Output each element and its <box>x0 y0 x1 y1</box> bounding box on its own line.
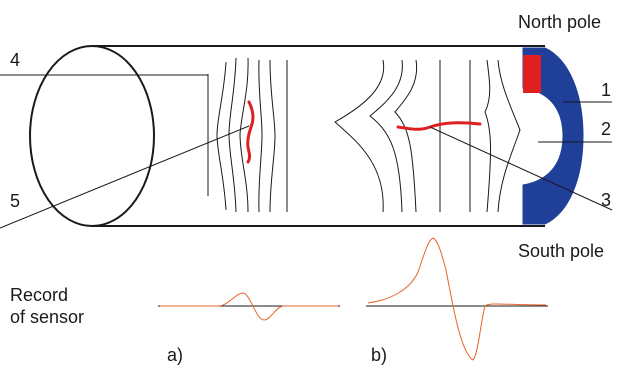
callout-1: 1 <box>601 80 612 100</box>
pipe-outline <box>92 45 545 227</box>
leader-3 <box>429 126 613 211</box>
callout-5: 5 <box>10 191 21 211</box>
south-pole-label: South pole <box>518 241 605 261</box>
leader-5 <box>0 125 250 229</box>
north-pole-label: North pole <box>518 12 602 32</box>
crack-3 <box>396 121 482 131</box>
callout-3: 3 <box>601 190 612 210</box>
field-lines-right <box>334 59 521 213</box>
crack-5 <box>246 100 255 164</box>
leader-lines <box>0 74 613 229</box>
record-a-trace <box>160 292 338 321</box>
callout-4: 4 <box>10 50 21 70</box>
pole-piece <box>523 55 541 93</box>
panel-a-label: a) <box>167 345 184 365</box>
callout-2: 2 <box>601 119 612 139</box>
pipe-end-ellipse <box>29 45 155 227</box>
record-label-line2: of sensor <box>10 307 85 327</box>
panel-b-label: b) <box>371 345 388 365</box>
record-b-trace <box>367 237 547 361</box>
record-label-line1: Record <box>10 285 69 305</box>
